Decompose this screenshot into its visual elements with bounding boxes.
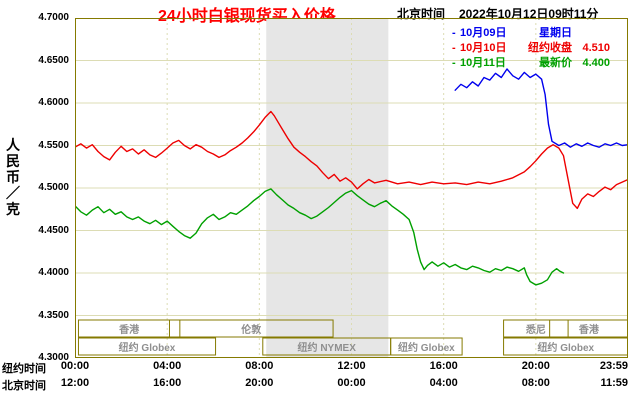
ny-time-row-label: 纽约时间 — [2, 363, 46, 375]
session-label: 纽约 Globex — [119, 341, 176, 354]
session-label: 香港 — [119, 323, 140, 336]
legend-dash-icon: - — [452, 57, 456, 69]
bj-time-tick: 12:00 — [60, 377, 90, 389]
beijing-time-label: 北京时间 — [397, 7, 446, 21]
session-label: 悉尼 — [525, 323, 546, 336]
y-axis-unit-label: 人民币／克 — [6, 137, 20, 217]
ny-time-tick: 23:59 — [599, 360, 628, 372]
legend-label: 星期日 — [539, 27, 572, 39]
legend-date: 10月10日 — [460, 42, 507, 54]
legend-date: 10月11日 — [460, 57, 506, 69]
legend-value: 4.510 — [582, 42, 610, 54]
legend-dash-icon: - — [452, 42, 456, 54]
session-box — [503, 319, 569, 338]
session-label: 伦敦 — [241, 323, 262, 336]
y-axis-tick: 4.4500 — [38, 224, 69, 236]
current-datetime: 2022年10月12日09时11分 — [459, 7, 599, 21]
bj-time-tick: 11:59 — [600, 377, 628, 389]
legend-item: -10月09日 星期日 — [452, 26, 610, 41]
session-box — [390, 337, 463, 356]
bj-time-tick: 00:00 — [337, 377, 366, 389]
bj-time-tick: 08:00 — [521, 377, 550, 389]
legend-date: 10月09日 — [460, 27, 507, 39]
x-axis-ny-row: 纽约时间 00:00 04:00 08:00 12:00 16:00 20:00 23:59 — [0, 360, 630, 375]
bj-time-tick: 20:00 — [245, 377, 274, 389]
y-axis-tick: 4.5000 — [38, 182, 69, 193]
y-axis-tick: 4.6000 — [38, 97, 69, 108]
y-axis-tick: 4.7000 — [38, 12, 69, 23]
bj-time-tick: 04:00 — [429, 377, 458, 389]
ny-time-tick: 08:00 — [245, 360, 274, 372]
legend-item: -10月10日 纽约收盘 4.510 — [452, 41, 610, 56]
ny-time-tick: 00:00 — [60, 360, 90, 372]
ny-time-tick: 04:00 — [153, 360, 182, 372]
legend-value: 4.400 — [582, 57, 610, 69]
bj-time-tick: 16:00 — [153, 377, 182, 389]
session-box — [503, 337, 628, 356]
y-axis-tick: 4.3500 — [38, 309, 69, 321]
session-label: 纽约 Globex — [398, 341, 455, 354]
x-axis-bj-row: 北京时间 12:00 16:00 20:00 00:00 04:00 08:00 11:59 — [0, 377, 630, 392]
session-label: 纽约 NYMEX — [298, 341, 357, 354]
legend-value — [572, 26, 610, 41]
session-box — [77, 337, 217, 356]
y-axis-labels: 4.7000 4.6500 4.6000 4.5500 4.5000 4.4500 4.40… — [0, 0, 71, 400]
price-line-10月10日 — [75, 110, 628, 210]
legend: -10月09日 星期日 -10月10日 纽约收盘 4.510-10月11日 最新价 4.40… — [452, 26, 610, 71]
session-label: 纽约 Globex — [537, 341, 594, 354]
price-line-10月11日 — [75, 188, 565, 286]
y-axis-tick: 4.6500 — [38, 54, 69, 66]
legend-item: -10月11日 最新价 4.400 — [452, 56, 610, 71]
session-box — [77, 319, 181, 338]
y-axis-tick: 4.4000 — [38, 267, 69, 278]
ny-time-tick: 12:00 — [337, 360, 366, 372]
session-box — [168, 319, 334, 338]
legend-label: 纽约收盘 — [528, 42, 572, 54]
ny-time-tick: 20:00 — [521, 360, 550, 372]
price-line-10月09日 — [454, 68, 628, 148]
session-label: 香港 — [579, 323, 600, 336]
y-axis-tick: 4.5500 — [38, 139, 69, 151]
legend-label: 最新价 — [539, 57, 572, 69]
ny-time-tick: 16:00 — [429, 360, 458, 372]
plot-border — [75, 18, 628, 358]
y-axis-tick: 4.3000 — [38, 352, 69, 363]
legend-dash-icon: - — [452, 27, 456, 39]
bj-time-row-label: 北京时间 — [2, 380, 46, 392]
